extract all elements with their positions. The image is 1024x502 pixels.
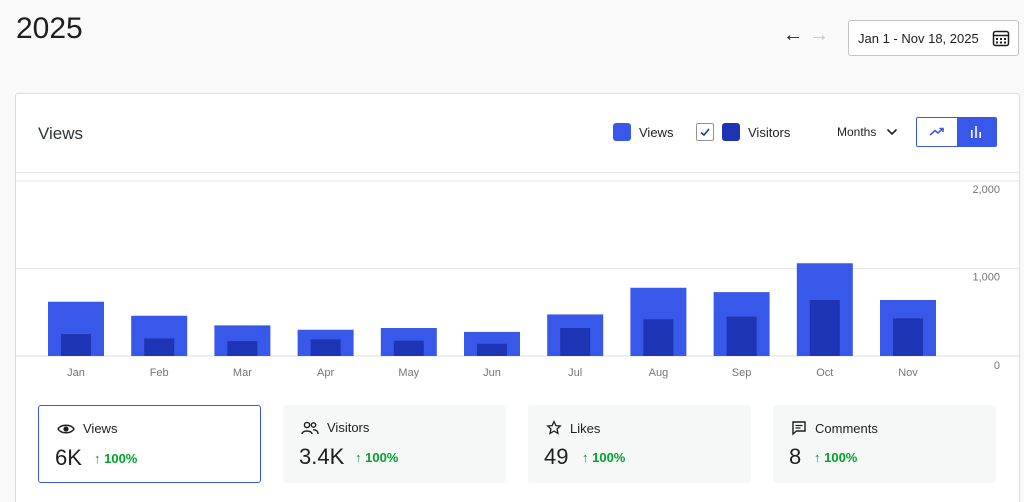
visitors-checkbox[interactable] xyxy=(696,123,714,141)
bar-chart-button[interactable] xyxy=(956,118,996,146)
period-select-value: Months xyxy=(837,125,877,139)
people-icon xyxy=(301,421,319,434)
date-range-button[interactable]: Jan 1 - Nov 18, 2025 xyxy=(848,20,1019,56)
period-select[interactable]: Months xyxy=(837,125,898,139)
legend-item-views: Views xyxy=(613,123,673,141)
visitors-bar xyxy=(61,334,91,356)
x-tick-label: Nov xyxy=(898,367,918,379)
x-tick-label: Jul xyxy=(568,367,582,379)
visitors-bar xyxy=(144,338,175,356)
card-title: Views xyxy=(38,124,84,143)
stat-change: ↑ 100% xyxy=(355,450,399,465)
views-swatch xyxy=(613,123,631,141)
calendar-icon xyxy=(992,30,1010,47)
y-tick-label: 1,000 xyxy=(972,272,1000,284)
stat-tile-likes[interactable]: Likes 49 ↑ 100% xyxy=(528,405,751,483)
previous-period-arrow-icon[interactable]: ← xyxy=(783,24,803,46)
chevron-down-icon xyxy=(887,128,898,136)
next-period-arrow-icon: → xyxy=(809,24,829,46)
checkmark-icon xyxy=(700,128,710,137)
legend-item-visitors[interactable]: Visitors xyxy=(696,123,790,141)
x-tick-label: May xyxy=(398,367,419,379)
stat-value: 49 xyxy=(544,444,569,469)
chart-type-toggle xyxy=(916,117,997,147)
stat-value: 6K xyxy=(55,445,82,470)
x-tick-label: Mar xyxy=(233,367,252,379)
stat-label: Visitors xyxy=(327,420,370,435)
x-tick-label: Oct xyxy=(816,367,833,379)
views-bar-chart: 2,000 1,000 0 Jan Feb Mar Apr May Jun Jul Aug Sep Oc… xyxy=(16,180,1019,379)
stat-tile-comments[interactable]: Comments 8 ↑ 100% xyxy=(773,405,996,483)
visitors-bar xyxy=(227,341,258,356)
stat-value: 8 xyxy=(789,444,802,469)
x-tick-label: Jan xyxy=(67,367,85,379)
stat-change: ↑ 100% xyxy=(582,450,626,465)
visitors-bar xyxy=(643,319,674,356)
visitors-swatch xyxy=(722,123,740,141)
stat-label: Likes xyxy=(570,420,601,436)
visitors-bar xyxy=(893,318,923,356)
stat-change: ↑ 100% xyxy=(94,451,138,466)
trend-line-icon xyxy=(929,127,944,136)
line-chart-button[interactable] xyxy=(917,118,957,146)
card-header: Views Views Visitors Months xyxy=(16,94,1019,173)
legend-label-visitors: Visitors xyxy=(748,124,791,140)
visitors-bar xyxy=(310,339,341,356)
visitors-bar xyxy=(560,328,591,356)
visitors-bar xyxy=(809,300,840,356)
star-icon xyxy=(546,420,562,435)
legend-label-views: Views xyxy=(639,124,674,140)
x-tick-label: Apr xyxy=(317,367,334,379)
eye-icon xyxy=(57,424,75,433)
views-chart-card: Views Views Visitors Months xyxy=(15,93,1020,502)
y-tick-label: 2,000 xyxy=(972,184,1000,196)
stats-tiles: Views 6K ↑ 100% Visitors 3.4K ↑ 100% xyxy=(38,405,998,485)
x-tick-label: Aug xyxy=(649,367,669,379)
stat-tile-views[interactable]: Views 6K ↑ 100% xyxy=(38,405,261,483)
visitors-bar xyxy=(393,340,424,356)
x-tick-label: Sep xyxy=(732,367,752,379)
comment-icon xyxy=(792,421,806,436)
page-title: 2025 xyxy=(16,12,83,45)
visitors-bar xyxy=(477,343,507,356)
stat-tile-visitors[interactable]: Visitors 3.4K ↑ 100% xyxy=(283,405,506,483)
date-range-label: Jan 1 - Nov 18, 2025 xyxy=(858,30,979,46)
stat-value: 3.4K xyxy=(299,444,345,469)
visitors-bar xyxy=(726,316,757,356)
x-tick-label: Feb xyxy=(150,367,169,379)
stat-label: Views xyxy=(83,421,118,436)
stat-change: ↑ 100% xyxy=(814,450,858,465)
stat-label: Comments xyxy=(815,420,878,436)
x-tick-label: Jun xyxy=(483,367,501,379)
bar-chart-icon xyxy=(971,126,982,138)
y-tick-label: 0 xyxy=(994,360,1000,372)
